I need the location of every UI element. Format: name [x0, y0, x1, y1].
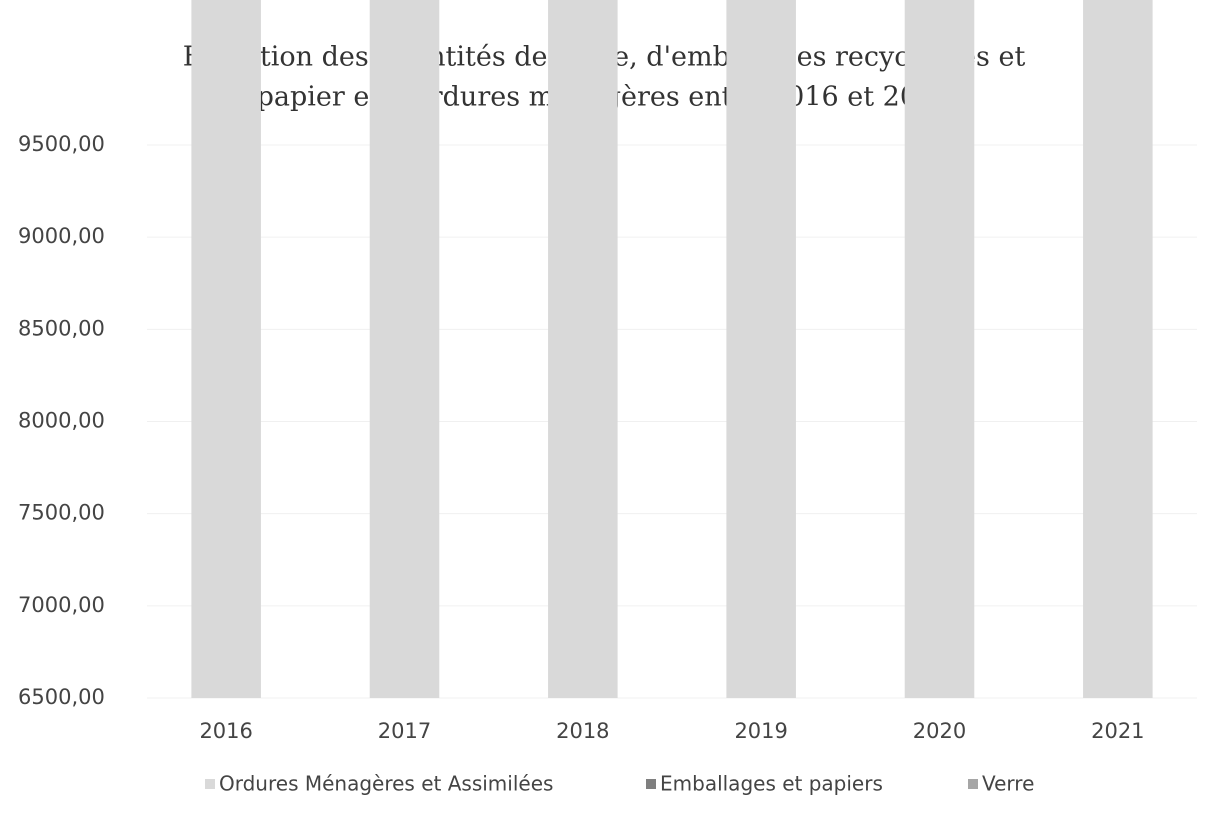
y-tick-label: 9000,00	[18, 224, 105, 248]
bar-segment	[726, 0, 796, 698]
bar-segment	[369, 0, 440, 698]
x-tick-label: 2018	[556, 719, 609, 743]
y-tick-label: 7000,00	[18, 593, 105, 617]
legend: Ordures Ménagères et Assimilées Emballage…	[205, 772, 1034, 796]
legend-label: Emballages et papiers	[660, 772, 883, 796]
x-tick-label: 2016	[199, 719, 252, 743]
x-tick-label: 2021	[1091, 719, 1144, 743]
y-tick-label: 8000,00	[18, 409, 105, 433]
legend-swatch	[968, 779, 978, 789]
bar-segment	[548, 0, 618, 699]
x-tick-label: 2020	[913, 719, 966, 743]
legend-swatch	[646, 779, 656, 789]
x-tick-label: 2019	[734, 719, 787, 743]
y-tick-label: 9500,00	[18, 132, 105, 156]
legend-label: Ordures Ménagères et Assimilées	[219, 772, 553, 796]
bar-segment	[191, 0, 261, 698]
legend-label: Verre	[982, 772, 1034, 796]
y-tick-label: 8500,00	[18, 316, 105, 340]
bar-segment	[904, 0, 975, 699]
bar-segment	[1083, 0, 1153, 698]
x-tick-label: 2017	[378, 719, 431, 743]
y-tick-label: 6500,00	[18, 685, 105, 709]
y-tick-label: 7500,00	[18, 501, 105, 525]
legend-swatch	[205, 779, 215, 789]
